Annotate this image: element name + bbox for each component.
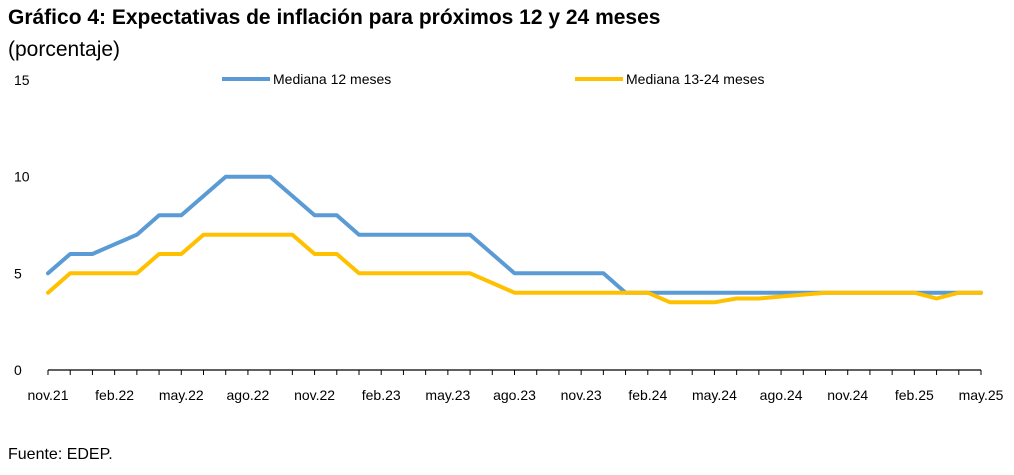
- y-tick-label: 15: [14, 72, 30, 88]
- series-line-mediana-13-24-meses: [46, 232, 983, 305]
- x-tick-label: feb.23: [362, 387, 401, 403]
- x-tick-label: feb.24: [628, 387, 667, 403]
- x-tick-label: nov.22: [294, 387, 335, 403]
- x-tick-label: nov.23: [561, 387, 602, 403]
- x-tick-label: feb.25: [895, 387, 934, 403]
- chart-subtitle: (porcentaje): [8, 38, 121, 61]
- series-line-mediana-12-meses: [46, 174, 983, 295]
- x-tick-label: nov.24: [827, 387, 868, 403]
- y-tick-label: 10: [14, 169, 30, 185]
- y-tick-label: 5: [14, 265, 22, 281]
- y-tick-label: 0: [14, 362, 22, 378]
- legend-label: Mediana 12 meses: [273, 71, 391, 87]
- x-tick-label: may.24: [692, 387, 737, 403]
- x-tick-label: feb.22: [95, 387, 134, 403]
- x-tick-label: ago.24: [760, 387, 803, 403]
- x-tick-label: ago.22: [227, 387, 270, 403]
- x-tick-label: may.23: [425, 387, 470, 403]
- chart-title: Gráfico 4: Expectativas de inflación par…: [8, 6, 661, 29]
- chart-source: Fuente: EDEP.: [8, 446, 113, 463]
- legend-label: Mediana 13-24 meses: [626, 71, 765, 87]
- x-tick-label: may.25: [959, 387, 1004, 403]
- x-tick-label: ago.23: [493, 387, 536, 403]
- x-tick-label: nov.21: [28, 387, 69, 403]
- x-tick-label: may.22: [159, 387, 204, 403]
